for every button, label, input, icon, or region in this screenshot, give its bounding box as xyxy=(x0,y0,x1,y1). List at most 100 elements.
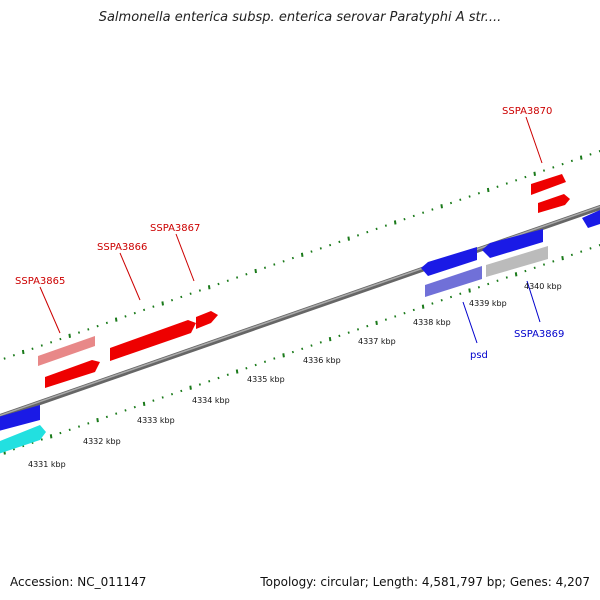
minor-tick xyxy=(273,263,276,266)
major-tick xyxy=(21,349,25,355)
minor-tick xyxy=(440,298,443,302)
minor-tick xyxy=(180,295,183,299)
minor-tick xyxy=(515,179,518,182)
label-sspa3866: SSPA3866 xyxy=(97,242,147,253)
gene-left-blue[interactable] xyxy=(0,405,40,432)
minor-tick xyxy=(384,318,387,321)
minor-tick xyxy=(505,276,508,279)
gene-sspa3870[interactable] xyxy=(538,194,570,213)
minor-tick xyxy=(477,286,480,289)
minor-tick xyxy=(384,224,387,227)
minor-tick xyxy=(133,405,136,409)
minor-tick xyxy=(412,308,415,312)
leader-sspa3866 xyxy=(119,252,141,301)
minor-tick xyxy=(217,376,220,380)
minor-tick xyxy=(40,344,43,347)
minor-tick xyxy=(198,289,201,292)
minor-tick xyxy=(96,324,99,328)
minor-tick xyxy=(356,234,360,237)
minor-tick xyxy=(236,276,239,279)
major-tick xyxy=(533,171,536,176)
minor-tick xyxy=(77,425,81,428)
major-tick xyxy=(375,320,378,326)
major-tick xyxy=(142,401,146,407)
major-tick xyxy=(189,385,192,390)
minor-tick xyxy=(161,396,164,399)
gene-sspa3865[interactable] xyxy=(45,360,100,388)
minor-tick xyxy=(366,230,369,234)
minor-tick xyxy=(226,373,229,376)
major-tick xyxy=(235,369,239,374)
gene-sspa3867[interactable] xyxy=(196,311,218,329)
minor-tick xyxy=(170,298,174,302)
minor-tick xyxy=(180,389,183,393)
gene-sspa3866[interactable] xyxy=(110,320,196,361)
minor-tick xyxy=(580,250,583,253)
minor-tick xyxy=(115,412,118,415)
minor-tick xyxy=(496,279,499,283)
label-sspa3870: SSPA3870 xyxy=(502,106,552,117)
major-tick xyxy=(254,268,257,274)
minor-tick xyxy=(347,331,350,334)
major-tick xyxy=(49,434,53,439)
kbp-label: 4333 kbp xyxy=(137,416,175,425)
major-tick xyxy=(514,272,518,277)
kbp-label: 4335 kbp xyxy=(247,375,285,384)
upper-tick-track xyxy=(3,149,600,360)
major-tick xyxy=(161,301,164,306)
minor-tick xyxy=(263,266,267,270)
kbp-label: 4336 kbp xyxy=(303,356,341,365)
minor-tick xyxy=(152,305,155,308)
minor-tick xyxy=(208,379,211,383)
minor-tick xyxy=(310,344,313,347)
minor-tick xyxy=(170,392,174,396)
major-tick xyxy=(468,288,471,293)
minor-tick xyxy=(524,175,527,179)
major-tick xyxy=(300,252,304,257)
minor-tick xyxy=(524,269,527,273)
label-sspa3867: SSPA3867 xyxy=(150,223,200,234)
gene-sspa3865-upper[interactable] xyxy=(38,336,95,366)
gene-psd[interactable] xyxy=(425,266,482,297)
lower-tick-track xyxy=(3,243,600,455)
major-tick xyxy=(68,333,71,338)
minor-tick xyxy=(338,334,341,338)
minor-tick xyxy=(356,328,360,331)
major-tick xyxy=(440,204,443,209)
major-tick xyxy=(561,255,564,261)
minor-tick xyxy=(282,260,285,263)
minor-tick xyxy=(570,253,573,257)
minor-tick xyxy=(542,263,546,266)
major-tick xyxy=(328,336,332,342)
kbp-label: 4338 kbp xyxy=(413,318,451,327)
leader-lines xyxy=(39,116,543,344)
kbp-label: 4334 kbp xyxy=(192,396,230,405)
minor-tick xyxy=(77,331,81,334)
gene-left-cyan[interactable] xyxy=(0,425,46,455)
minor-tick xyxy=(263,360,267,364)
minor-tick xyxy=(449,295,453,299)
minor-tick xyxy=(487,282,490,286)
minor-tick xyxy=(459,292,462,295)
accession-text: Accession: NC_011147 xyxy=(10,575,147,589)
minor-tick xyxy=(105,321,108,325)
minor-tick xyxy=(552,166,555,169)
gene-reverse-upper-1[interactable] xyxy=(421,247,477,276)
minor-tick xyxy=(226,279,229,282)
major-tick xyxy=(579,155,583,160)
forward-genes xyxy=(38,174,570,388)
leader-sspa3870 xyxy=(525,116,543,164)
minor-tick xyxy=(552,260,555,263)
gene-sspa3869[interactable] xyxy=(486,246,548,277)
minor-tick xyxy=(310,250,313,253)
minor-tick xyxy=(477,192,480,195)
gene-reverse-upper-2[interactable] xyxy=(482,229,543,258)
minor-tick xyxy=(124,315,127,318)
minor-tick xyxy=(143,308,146,312)
reverse-genes xyxy=(0,210,600,455)
minor-tick xyxy=(375,227,378,231)
gene-right-edge-blue[interactable] xyxy=(582,210,600,228)
kbp-label: 4332 kbp xyxy=(83,437,121,446)
topology-summary-text: Topology: circular; Length: 4,581,797 bp… xyxy=(260,575,590,589)
gene-sspa3870-upper[interactable] xyxy=(531,174,566,195)
